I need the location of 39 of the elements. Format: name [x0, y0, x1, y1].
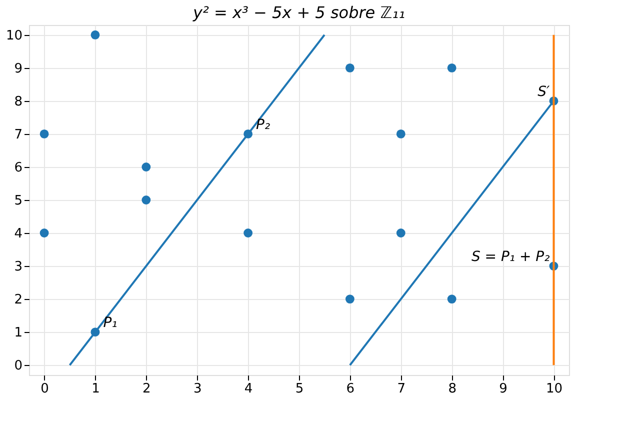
point: [40, 228, 49, 238]
annotation: S′: [538, 84, 551, 100]
point: [447, 294, 456, 304]
x-tick-label: 2: [142, 382, 151, 396]
annotation: P₂: [256, 116, 270, 133]
x-tick-label: 9: [499, 382, 508, 396]
y-tick-label: 3: [14, 260, 22, 275]
x-tick-label: 7: [397, 382, 406, 396]
y-tick-label: 8: [14, 94, 22, 110]
y-tick-label: 2: [14, 292, 22, 308]
x-tick-label: 0: [40, 382, 49, 396]
x-tick-label: 3: [193, 382, 202, 396]
point: [396, 228, 406, 238]
point: [345, 63, 354, 72]
point: [345, 294, 354, 304]
y-tick-label: 0: [14, 358, 22, 374]
y-tick-label: 1: [14, 326, 22, 341]
x-tick-label: 5: [295, 382, 304, 396]
point: [244, 228, 253, 238]
point: [40, 130, 49, 138]
point: [396, 130, 406, 138]
y-tick-label: 4: [14, 226, 22, 242]
y-tick-label: 10: [6, 28, 22, 44]
x-tick-label: 1: [92, 382, 100, 396]
point: [90, 30, 100, 40]
annotation: S = P₁ + P₂: [471, 249, 550, 266]
annotation: P₁: [103, 315, 118, 332]
x-tick-label: 4: [244, 382, 253, 396]
y-tick-label: 7: [14, 127, 22, 142]
y-tick-label: 6: [14, 160, 22, 176]
x-tick-label: 8: [448, 382, 456, 396]
point: [142, 196, 151, 204]
x-tick-label: 6: [346, 382, 355, 396]
y-tick-label: 5: [14, 194, 22, 208]
y-tick-label: 9: [14, 61, 22, 76]
x-tick-label: 10: [546, 382, 562, 396]
point: [447, 63, 456, 72]
point: [142, 162, 151, 172]
chart-title: y² = x³ − 5x + 5 sobre ℤ₁₁: [192, 3, 405, 22]
